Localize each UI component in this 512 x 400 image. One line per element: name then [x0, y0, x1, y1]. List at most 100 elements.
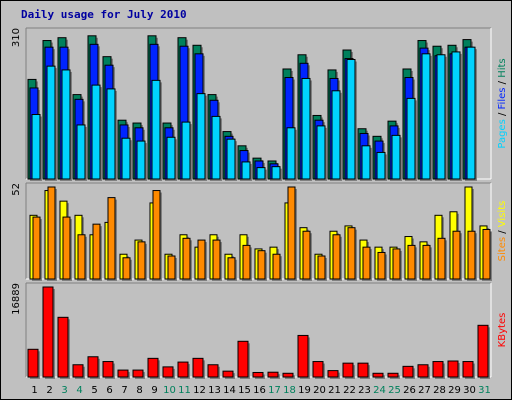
bar-pages-4-face: [76, 124, 86, 180]
bar-pages-30: [466, 46, 477, 181]
bar-kbytes-5: [87, 356, 100, 379]
bar-kbytes-30-face: [462, 361, 474, 378]
bar-kbytes-21-face: [327, 370, 339, 378]
bar-sites-20: [317, 255, 327, 281]
bar-pages-15: [241, 161, 252, 181]
bar-pages-9: [151, 79, 162, 181]
bar-pages-17: [271, 166, 282, 181]
bar-kbytes-7: [117, 369, 130, 379]
bar-kbytes-28-face: [432, 361, 444, 378]
bar-pages-18: [286, 127, 297, 181]
bar-kbytes-4-face: [72, 364, 84, 378]
bar-pages-24: [376, 151, 387, 181]
x-tick-label-22: 22: [343, 385, 356, 396]
x-tick-label-21: 21: [328, 385, 341, 396]
bar-sites-17-face: [272, 253, 281, 280]
bar-sites-6: [107, 197, 117, 281]
bar-sites-28: [437, 237, 447, 281]
bar-pages-12: [196, 93, 207, 181]
bar-kbytes-10: [162, 366, 175, 379]
bar-sites-26-face: [407, 244, 416, 280]
bar-pages-10: [166, 136, 177, 181]
bar-pages-21-face: [331, 90, 341, 180]
bar-kbytes-13-face: [207, 364, 219, 378]
bar-sites-27: [422, 244, 432, 281]
x-tick-label-29: 29: [448, 385, 461, 396]
x-tick-label-13: 13: [208, 385, 221, 396]
bar-pages-27: [421, 53, 432, 181]
bar-pages-20-face: [316, 125, 326, 180]
bar-sites-20-face: [317, 255, 326, 280]
bar-kbytes-28: [432, 361, 445, 379]
bar-pages-21: [331, 90, 342, 181]
bar-pages-11-face: [181, 121, 191, 180]
bar-pages-16-face: [256, 167, 266, 180]
legend-item-files: Files: [497, 88, 508, 110]
legend-middle: Sites / Visits: [497, 201, 508, 262]
bar-pages-30-face: [466, 46, 476, 180]
bar-sites-31-face: [482, 228, 491, 280]
bar-kbytes-6: [102, 361, 115, 379]
bar-kbytes-16: [252, 371, 265, 379]
bar-pages-3: [61, 69, 72, 181]
bar-sites-22-face: [347, 227, 356, 280]
bar-sites-13: [212, 239, 222, 281]
bar-kbytes-14: [222, 370, 235, 379]
bar-kbytes-25-face: [387, 372, 399, 378]
bar-pages-11: [181, 121, 192, 181]
bar-sites-30: [467, 230, 477, 281]
bar-sites-4: [77, 234, 87, 281]
bar-pages-20: [316, 125, 327, 181]
bar-pages-28: [436, 54, 447, 181]
bar-pages-10-face: [166, 136, 176, 180]
bar-pages-12-face: [196, 93, 206, 180]
bar-sites-25: [392, 248, 402, 281]
bar-pages-6-face: [106, 88, 116, 180]
bar-pages-24-face: [376, 151, 386, 180]
bar-sites-2-face: [47, 186, 56, 280]
bar-pages-25: [391, 134, 402, 181]
bar-sites-31: [482, 228, 492, 281]
bar-kbytes-11-face: [177, 361, 189, 378]
bar-kbytes-4: [72, 364, 85, 379]
bar-sites-27-face: [422, 244, 431, 280]
x-tick-label-2: 2: [46, 385, 52, 396]
bar-sites-16-face: [257, 250, 266, 280]
bar-sites-14: [227, 257, 237, 281]
bar-pages-19-face: [301, 77, 311, 180]
bar-kbytes-10-face: [162, 366, 174, 378]
x-tick-label-20: 20: [313, 385, 326, 396]
bar-kbytes-8-face: [132, 369, 144, 378]
chart-title: Daily usage for July 2010: [21, 8, 187, 21]
bar-pages-26-face: [406, 97, 416, 180]
bar-kbytes-29: [447, 360, 460, 379]
bar-pages-2-face: [46, 65, 56, 180]
bar-kbytes-19-face: [297, 334, 309, 378]
x-tick-label-26: 26: [403, 385, 416, 396]
bar-sites-6-face: [107, 197, 116, 280]
bar-kbytes-24: [372, 372, 385, 379]
legend-item-kbytes: KBytes: [497, 313, 508, 348]
bar-kbytes-5-face: [87, 356, 99, 378]
bar-pages-22-face: [346, 59, 356, 180]
bar-sites-7-face: [122, 257, 131, 280]
bar-kbytes-1-face: [27, 348, 39, 378]
bar-kbytes-30: [462, 361, 475, 379]
bar-kbytes-31-face: [477, 324, 489, 378]
bar-sites-29: [452, 230, 462, 281]
bar-kbytes-20-face: [312, 361, 324, 378]
bar-pages-18-face: [286, 127, 296, 180]
bar-sites-5-face: [92, 223, 101, 280]
bar-sites-12-face: [197, 239, 206, 280]
bar-sites-16: [257, 250, 267, 281]
x-tick-label-4: 4: [76, 385, 82, 396]
bar-pages-17-face: [271, 166, 281, 180]
bar-sites-9: [152, 190, 162, 281]
bar-pages-3-face: [61, 69, 71, 180]
bar-kbytes-7-face: [117, 369, 129, 378]
x-tick-label-18: 18: [283, 385, 296, 396]
x-tick-label-16: 16: [253, 385, 266, 396]
bar-sites-24: [377, 251, 387, 281]
bar-kbytes-19: [297, 334, 310, 379]
x-tick-label-12: 12: [193, 385, 206, 396]
